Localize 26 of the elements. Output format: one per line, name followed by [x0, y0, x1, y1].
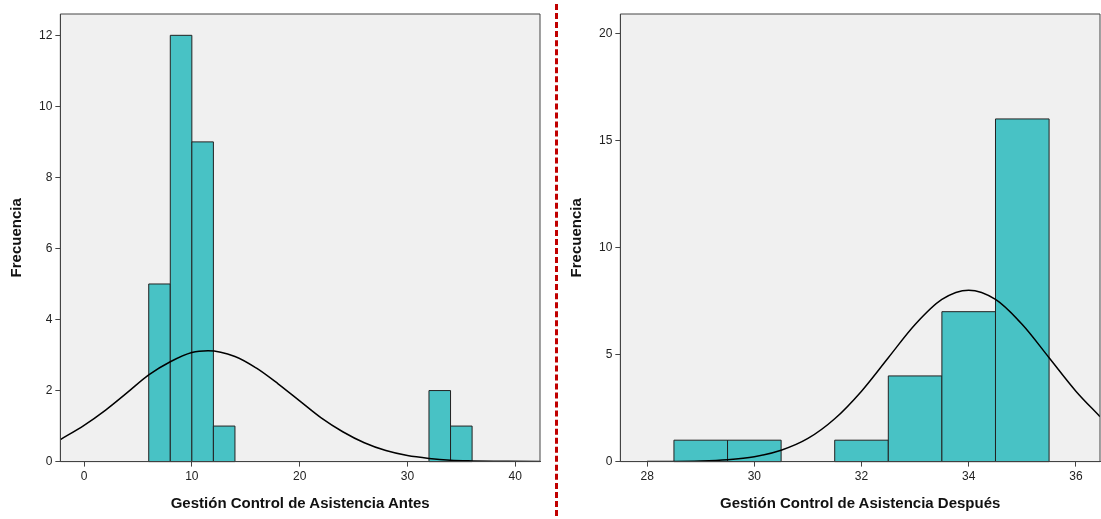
y-tick-label: 4: [45, 311, 53, 326]
x-tick-label: 0: [80, 469, 88, 484]
x-tick-label: 20: [292, 469, 307, 484]
y-tick-label: 12: [38, 27, 53, 42]
y-tick-label: 8: [45, 169, 53, 184]
y-axis-title: Frecuencia: [567, 197, 585, 278]
y-tick-label: 15: [598, 132, 613, 147]
x-tick-label: 10: [185, 469, 199, 484]
x-axis-title: Gestión Control de Asistencia Después: [720, 494, 1001, 512]
x-axis-title: Gestión Control de Asistencia Antes: [170, 494, 430, 512]
y-tick-label: 10: [598, 239, 613, 254]
x-tick-label: 34: [962, 469, 976, 484]
x-tick-label: 30: [747, 469, 762, 484]
y-tick-label: 0: [605, 453, 613, 468]
x-tick-label: 40: [508, 469, 523, 484]
y-tick-label: 10: [38, 98, 53, 113]
y-tick-label: 6: [45, 240, 53, 255]
y-tick-label: 5: [605, 346, 613, 361]
y-tick-label: 0: [45, 453, 53, 468]
x-tick-label: 36: [1069, 469, 1083, 484]
y-axis-title: Frecuencia: [7, 197, 25, 278]
y-tick-label: 20: [598, 25, 613, 40]
x-tick-label: 32: [854, 469, 869, 484]
x-tick-label: 28: [640, 469, 655, 484]
x-tick-label: 30: [400, 469, 415, 484]
y-tick-label: 2: [45, 382, 53, 397]
